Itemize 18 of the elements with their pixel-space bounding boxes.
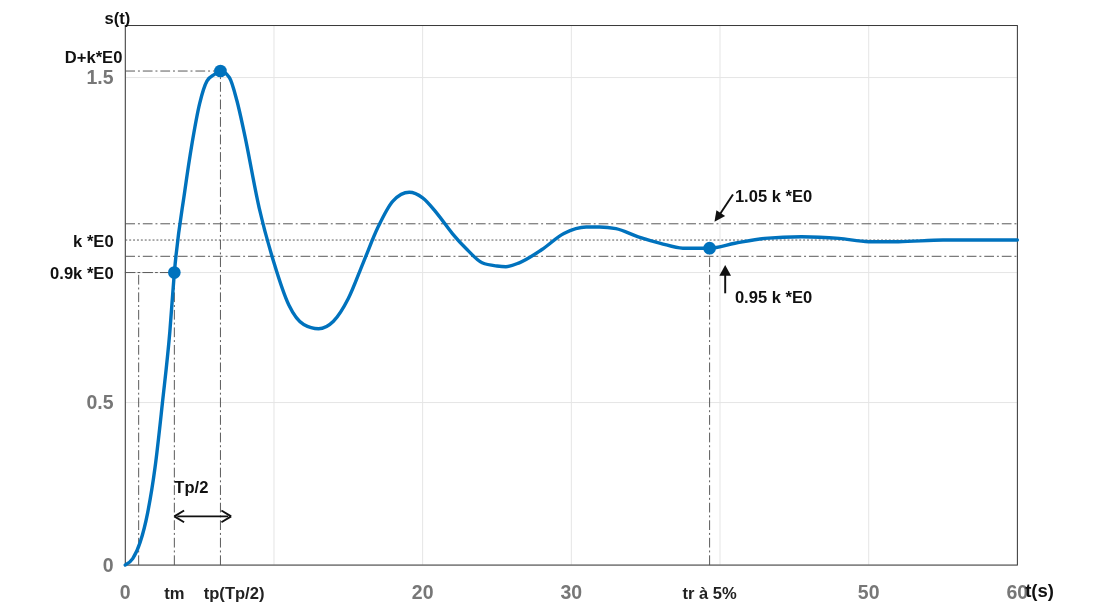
y-tick-label: 0.9k *E0 (50, 264, 114, 284)
x-tick-label: 50 (857, 581, 880, 604)
y-tick-label: 0 (102, 553, 114, 576)
ref-line-label: tm (164, 584, 185, 604)
annotation: 0.95 k *E0 (734, 288, 813, 308)
x-tick-label: 0 (119, 581, 131, 604)
x-tick-label: 20 (411, 581, 434, 604)
y-tick-label: k *E0 (73, 231, 114, 251)
annotation: 1.05 k *E0 (734, 187, 813, 207)
ref-line-label: tp(Tp/2) (203, 584, 265, 604)
annotation: Tp/2 (174, 478, 209, 497)
ref-line-label: D+k*E0 (64, 48, 123, 68)
ref-line-label: tr à 5% (682, 584, 738, 604)
y-tick-label: 1.5 (86, 66, 114, 89)
x-tick-label: 30 (560, 581, 583, 604)
x-axis-title: t(s) (1025, 580, 1054, 602)
y-axis-title: s(t) (104, 8, 131, 28)
y-tick-label: 0.5 (86, 391, 114, 414)
